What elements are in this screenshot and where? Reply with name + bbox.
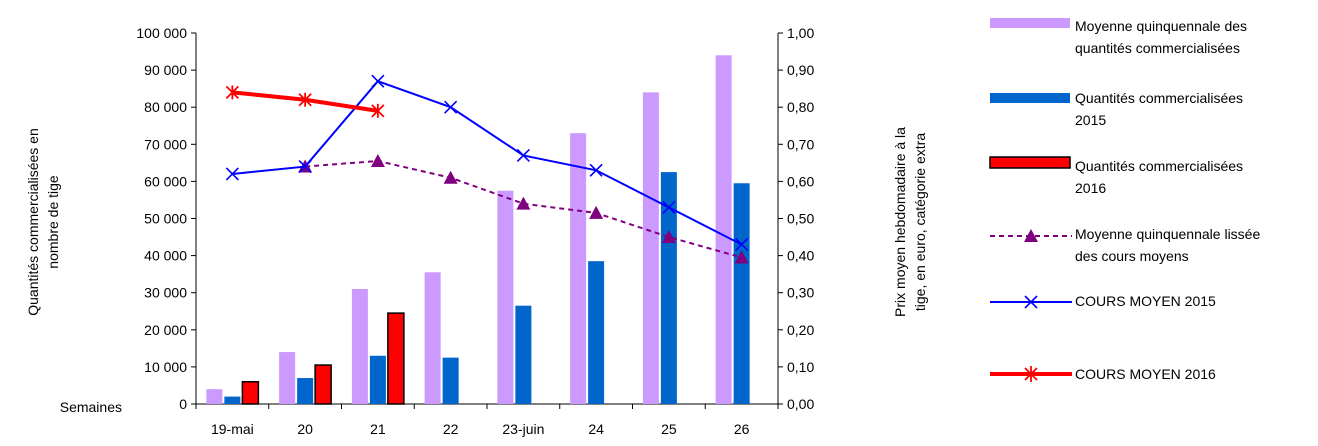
y-tick-label: 20 000 [144, 322, 187, 338]
x-tick-label: 23-juin [502, 421, 544, 437]
bars-group [206, 55, 750, 405]
y2-tick-label: 0,60 [787, 173, 814, 189]
y-tick-label: 80 000 [144, 99, 187, 115]
y-tick-label: 40 000 [144, 248, 187, 264]
legend-marker-triangle [1024, 229, 1038, 242]
y-tick-label: 10 000 [144, 359, 187, 375]
y2-tick-label: 0,20 [787, 322, 814, 338]
marker-x [298, 159, 312, 174]
x-tick-label: 19-mai [211, 421, 254, 437]
marker-x [662, 200, 676, 214]
x-tick-label: 26 [734, 421, 750, 437]
legend-swatch-quantites-2016 [989, 156, 1071, 169]
marker-triangle [443, 170, 458, 184]
bar-3 [314, 364, 332, 405]
bar-1 [570, 133, 587, 405]
bar-1 [351, 288, 368, 404]
marker-triangle [589, 205, 604, 219]
legend-label-quantites-2015: Quantités commercialisées 2015 [1075, 90, 1243, 128]
marker-x [444, 100, 458, 114]
bar-1 [424, 272, 441, 404]
bar-1 [279, 352, 296, 404]
y-tick-label: 90 000 [144, 62, 187, 78]
marker-x [735, 237, 749, 252]
marker-triangle [370, 153, 385, 167]
legend-marker-x [1024, 295, 1038, 309]
y-tick-label: 30 000 [144, 285, 187, 301]
bar-1 [497, 190, 514, 404]
lines-group [225, 74, 749, 264]
x-tick-label: 21 [370, 421, 386, 437]
marker-star [298, 92, 312, 107]
legend-label-smoothed: Moyenne quinquennale lissée des cours moy… [1075, 226, 1260, 264]
bar-2 [442, 357, 459, 404]
x-tick-label: 24 [588, 421, 604, 437]
legend-label-moyenne-quantites: Moyenne quinquennale des quantités commer… [1075, 18, 1247, 56]
legend-label-quantites-2016: Quantités commercialisées 2016 [1075, 158, 1243, 196]
y2-tick-label: 0,00 [787, 396, 814, 412]
marker-x [589, 163, 603, 177]
marker-x [225, 167, 239, 181]
y2-tick-label: 0,30 [787, 285, 814, 301]
legend-swatch-quantites-2015 [990, 93, 1070, 103]
x-tick-label: 22 [443, 421, 459, 437]
bar-1 [642, 92, 659, 405]
y2-tick-label: 0,10 [787, 359, 814, 375]
x-tick-label: 20 [297, 421, 313, 437]
legend-swatch-moyenne-quantites [990, 18, 1070, 28]
bar-1 [206, 389, 223, 404]
y-tick-label: 70 000 [144, 136, 187, 152]
line-cours-2015 [232, 80, 743, 246]
legend: Moyenne quinquennale des quantités commer… [989, 18, 1260, 382]
marker-triangle [661, 230, 676, 244]
labels-group: 0 10 000 20 000 30 000 40 000 50 000 60 000 70 … [25, 25, 928, 437]
y-tick-label: 60 000 [144, 173, 187, 189]
y-tick-label: 50 000 [144, 211, 187, 227]
marker-star [371, 103, 385, 118]
x-axis-title: Semaines [60, 399, 122, 415]
y2-tick-label: 0,90 [787, 62, 814, 78]
marker-triangle [516, 196, 531, 210]
bar-2 [515, 305, 532, 404]
legend-label-cours-2015: COURS MOYEN 2015 [1075, 293, 1216, 309]
x-tick-label: 25 [661, 421, 677, 437]
bar-2 [369, 355, 386, 404]
y2-tick-label: 0,70 [787, 136, 814, 152]
y2-tick-label: 0,50 [787, 211, 814, 227]
bar-2 [224, 396, 241, 404]
marker-x [516, 148, 530, 162]
y-tick-label: 0 [179, 396, 187, 412]
marker-x [371, 74, 385, 88]
marker-star [225, 85, 240, 100]
bar-2 [588, 261, 605, 404]
y2-tick-label: 1,00 [787, 25, 814, 41]
y-axis-title: Quantités commercialisées en nombre de ti… [25, 128, 61, 316]
bar-2 [733, 183, 750, 404]
legend-marker-star [1024, 366, 1038, 382]
y2-tick-label: 0,80 [787, 99, 814, 115]
y2-tick-label: 0,40 [787, 248, 814, 264]
y2-axis-title: Prix moyen hebdomadaire à la tige, en eur… [892, 127, 928, 317]
legend-label-cours-2016: COURS MOYEN 2016 [1075, 366, 1216, 382]
bar-3 [241, 380, 260, 405]
bar-3 [387, 312, 405, 405]
bar-1 [715, 55, 732, 404]
marker-triangle [734, 250, 749, 264]
bar-2 [660, 172, 677, 404]
bar-2 [297, 378, 314, 404]
y-tick-label: 100 000 [136, 25, 187, 41]
